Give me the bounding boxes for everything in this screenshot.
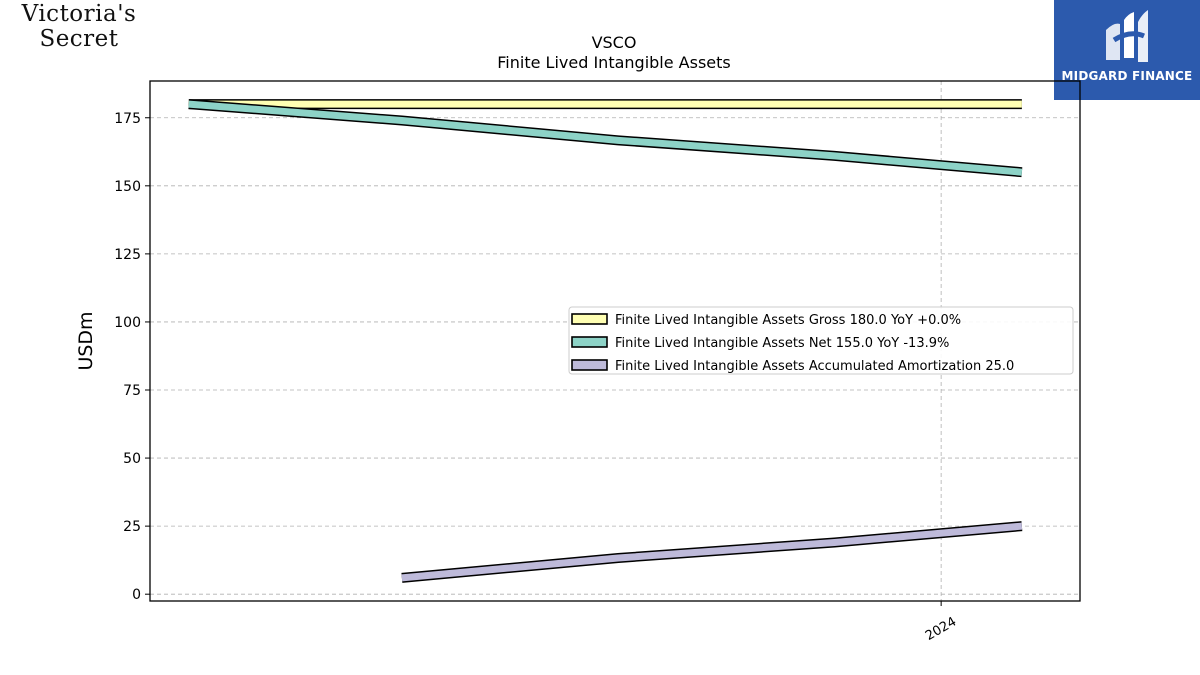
legend-entry: Finite Lived Intangible Assets Accumulat… [615, 359, 1014, 374]
midgard-finance-label: MIDGARD FINANCE [1061, 69, 1193, 83]
legend-box [568, 306, 1074, 375]
midgard-finance-logo: MIDGARD FINANCE [1054, 0, 1200, 100]
legend-swatch [571, 313, 608, 325]
y-axis-ticks: 0 25 50 75 100 125 150 175 [114, 111, 150, 603]
y-tick-label: 25 [123, 519, 141, 535]
y-tick-label: 175 [114, 111, 141, 127]
x-tick-label: 2024 [923, 614, 959, 644]
legend: Finite Lived Intangible Assets Gross 180… [568, 306, 1074, 375]
logo-left-line1: Victoria's [21, 1, 137, 27]
series-line [188, 100, 1023, 176]
logo-left-line2: Secret [39, 26, 119, 52]
midgard-emblem-icon [1106, 10, 1148, 62]
legend-entry: Finite Lived Intangible Assets Gross 180… [615, 313, 961, 328]
series-line [401, 522, 1023, 582]
y-tick-label: 100 [114, 315, 141, 331]
victorias-secret-logo: Victoria's Secret [4, 2, 154, 54]
y-tick-label: 150 [114, 179, 141, 195]
legend-entry: Finite Lived Intangible Assets Net 155.0… [615, 336, 949, 351]
x-axis-ticks: 2024 [923, 601, 959, 644]
plot-frame [149, 80, 1081, 602]
y-tick-label: 125 [114, 247, 141, 263]
chart-subtitle: Finite Lived Intangible Assets [497, 53, 730, 72]
y-tick-label: 75 [123, 383, 141, 399]
y-axis-label: USDm [75, 311, 97, 370]
y-tick-label: 50 [123, 451, 141, 467]
series-layer [188, 99, 1023, 583]
legend-swatch [571, 359, 608, 371]
chart-title: VSCO [592, 33, 637, 52]
y-tick-label: 0 [132, 587, 141, 603]
legend-swatch [571, 336, 608, 348]
